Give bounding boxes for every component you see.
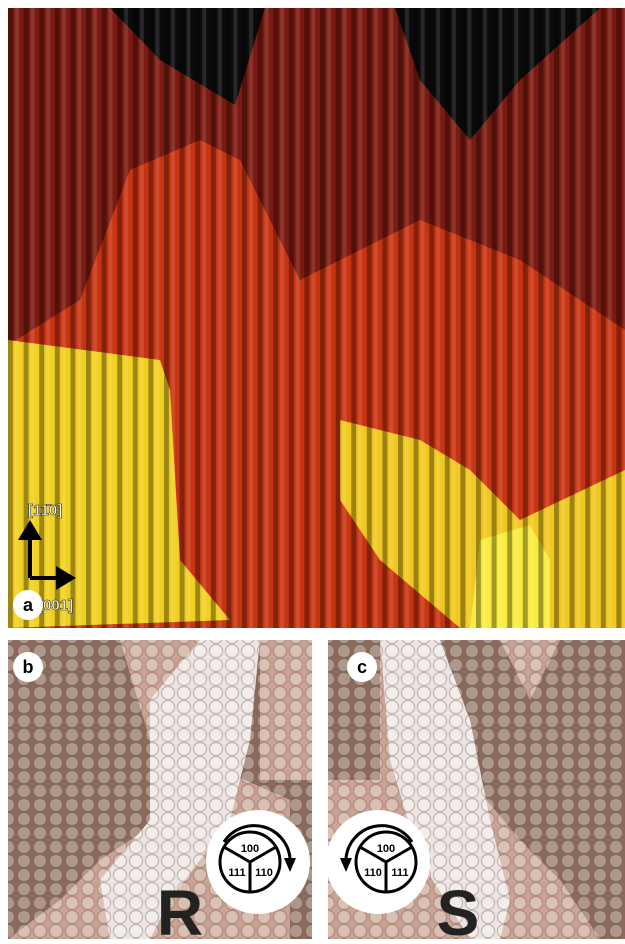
stm-image: [11̄0] [001] a (8, 8, 625, 628)
panel-label: c (357, 657, 367, 677)
axis-label: [001] (38, 597, 73, 614)
facet-label: 100 (241, 843, 259, 855)
facet-label: 100 (377, 843, 395, 855)
panel-label: a (23, 595, 34, 615)
facet-label: 111 (228, 867, 245, 879)
facet-label: 110 (255, 867, 273, 879)
facet-label: 111 (391, 867, 408, 879)
enantiomer-label: R (157, 877, 203, 939)
enantiomer-label: S (437, 877, 480, 939)
model-s: c 100 110 111 S (326, 640, 625, 939)
model-r: b 100 111 110 R (8, 640, 312, 939)
panel-label: b (23, 657, 34, 677)
facet-label: 110 (364, 867, 382, 879)
axis-label: [11̄0] (28, 502, 62, 519)
figure: [11̄0] [001] a b 100 111 110 R c 100 110… (0, 0, 625, 939)
